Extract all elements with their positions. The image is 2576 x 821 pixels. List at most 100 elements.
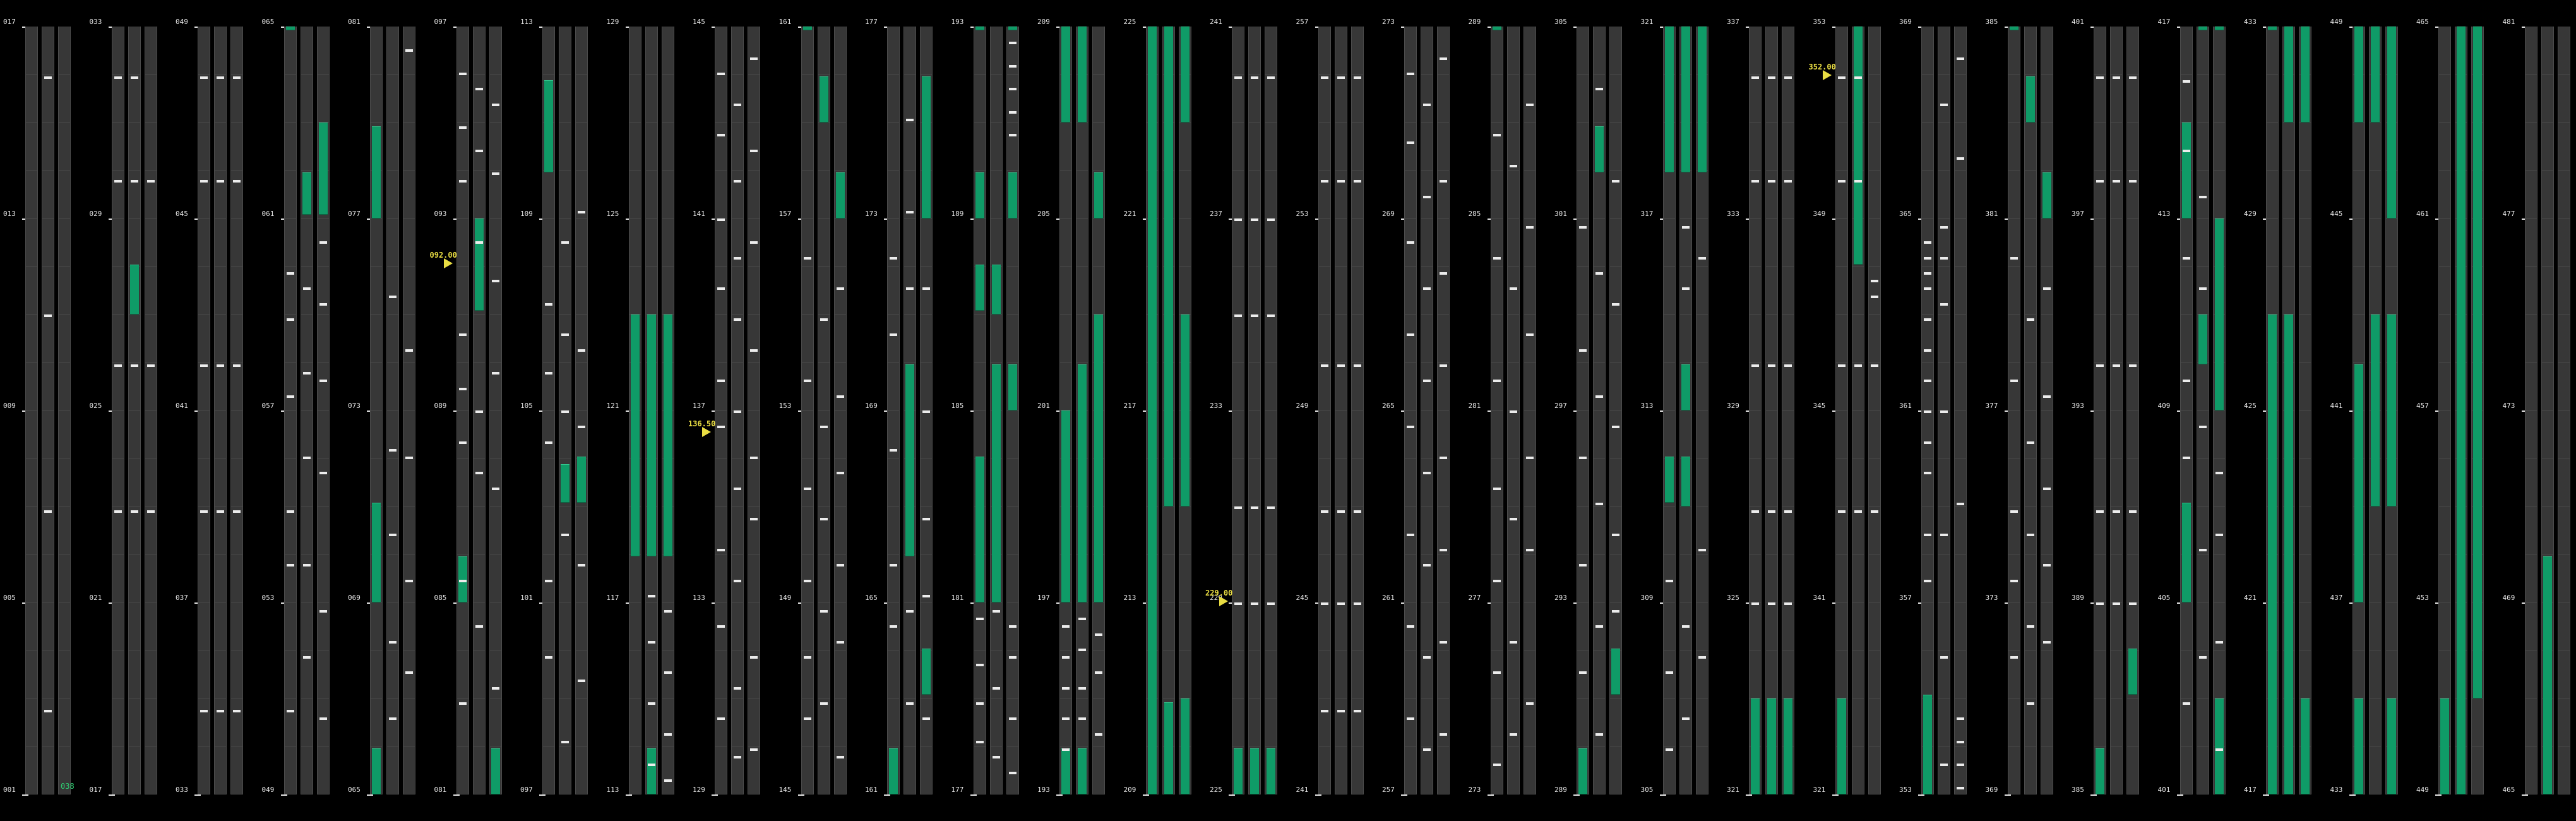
tap-note[interactable] (820, 518, 828, 521)
lane-21-2[interactable] (1868, 27, 1881, 794)
lane-10-1[interactable] (903, 27, 916, 794)
lane-18-0[interactable] (1577, 27, 1589, 794)
tap-note[interactable] (458, 72, 467, 75)
hold-note[interactable] (372, 748, 381, 794)
tap-note[interactable] (217, 76, 224, 80)
lane-4-2[interactable] (403, 27, 415, 794)
lane-19-0[interactable] (1662, 27, 1676, 794)
tap-note[interactable] (734, 686, 741, 690)
tap-note[interactable] (1078, 648, 1086, 651)
tap-note[interactable] (1924, 533, 1931, 536)
lane-5-2[interactable] (489, 27, 502, 794)
tap-note[interactable] (1681, 226, 1690, 229)
tap-note[interactable] (1095, 733, 1102, 736)
tap-note[interactable] (1078, 618, 1086, 621)
tap-note[interactable] (405, 349, 413, 352)
lane-2-1[interactable] (214, 27, 227, 794)
lane-13-1[interactable] (1162, 27, 1175, 794)
tap-note[interactable] (836, 287, 844, 291)
hold-note[interactable] (1180, 27, 1190, 123)
tap-note[interactable] (1940, 533, 1948, 536)
hold-note[interactable] (975, 456, 984, 602)
hold-note[interactable] (2370, 315, 2380, 506)
hold-note[interactable] (835, 172, 845, 219)
hold-note[interactable] (2268, 27, 2277, 31)
tap-note[interactable] (1525, 333, 1534, 337)
tap-note[interactable] (922, 518, 930, 521)
tap-note[interactable] (1595, 88, 1603, 91)
tap-note[interactable] (1509, 518, 1517, 521)
hold-note[interactable] (1180, 315, 1190, 506)
tap-note[interactable] (2182, 149, 2190, 152)
tap-note[interactable] (1095, 633, 1102, 636)
tap-note[interactable] (1698, 548, 1706, 551)
tap-note[interactable] (319, 472, 327, 475)
tap-note[interactable] (1509, 640, 1517, 644)
tap-note[interactable] (1957, 157, 1964, 160)
tap-note[interactable] (750, 349, 758, 352)
tap-note[interactable] (1784, 364, 1792, 368)
tap-note[interactable] (1957, 57, 1964, 60)
tap-note[interactable] (2198, 656, 2207, 659)
tap-note[interactable] (475, 472, 483, 475)
lane-9-2[interactable] (833, 27, 847, 794)
tap-note[interactable] (578, 564, 585, 567)
hold-note[interactable] (2473, 27, 2482, 698)
hold-note[interactable] (1267, 748, 1275, 794)
tap-note[interactable] (1337, 602, 1345, 605)
tap-note[interactable] (475, 241, 483, 244)
tap-note[interactable] (491, 280, 499, 283)
tap-note[interactable] (750, 748, 758, 752)
tap-note[interactable] (1353, 710, 1361, 713)
tap-note[interactable] (717, 219, 725, 221)
hold-note[interactable] (1094, 172, 1103, 219)
tap-note[interactable] (1595, 395, 1603, 398)
tap-note[interactable] (578, 426, 585, 429)
tap-note[interactable] (44, 510, 52, 513)
tap-note[interactable] (1665, 579, 1673, 582)
tap-note[interactable] (1924, 410, 1931, 413)
tap-note[interactable] (1423, 380, 1431, 383)
lane-18-1[interactable] (1593, 27, 1606, 794)
tap-note[interactable] (803, 256, 811, 260)
lane-15-0[interactable] (1318, 27, 1331, 794)
tap-note[interactable] (389, 295, 397, 298)
tap-note[interactable] (1525, 548, 1534, 551)
tap-note[interactable] (1353, 364, 1361, 368)
tap-note[interactable] (233, 180, 241, 183)
tap-note[interactable] (906, 702, 914, 705)
tap-note[interactable] (1870, 364, 1878, 368)
tap-note[interactable] (44, 76, 52, 80)
tap-note[interactable] (1062, 686, 1070, 690)
tap-note[interactable] (717, 287, 725, 291)
tap-note[interactable] (750, 518, 758, 521)
tap-note[interactable] (734, 103, 741, 106)
lane-1-1[interactable] (128, 27, 141, 794)
tap-note[interactable] (1595, 272, 1603, 275)
tap-note[interactable] (1423, 656, 1431, 659)
tap-note[interactable] (491, 487, 499, 490)
tap-note[interactable] (820, 318, 828, 321)
hold-note[interactable] (1094, 315, 1103, 602)
tap-note[interactable] (1493, 380, 1501, 383)
tap-note[interactable] (1407, 717, 1414, 721)
tap-note[interactable] (2042, 487, 2051, 490)
tap-note[interactable] (1681, 287, 1690, 291)
tap-note[interactable] (1509, 733, 1517, 736)
hold-note[interactable] (922, 648, 931, 695)
tap-note[interactable] (2042, 395, 2051, 398)
tap-note[interactable] (836, 395, 844, 398)
tap-note[interactable] (1612, 180, 1619, 183)
tap-note[interactable] (2182, 380, 2190, 383)
lane-23-2[interactable] (2040, 27, 2053, 794)
tap-note[interactable] (1854, 364, 1862, 368)
lane-29-2[interactable] (2557, 27, 2570, 794)
hold-note[interactable] (458, 556, 467, 602)
hold-note[interactable] (630, 315, 640, 557)
hold-note[interactable] (1147, 27, 1157, 794)
tap-note[interactable] (286, 564, 294, 567)
tap-note[interactable] (1957, 786, 1964, 789)
tap-note[interactable] (1078, 717, 1086, 721)
tap-note[interactable] (1493, 764, 1501, 767)
lane-29-0[interactable] (2524, 27, 2537, 794)
